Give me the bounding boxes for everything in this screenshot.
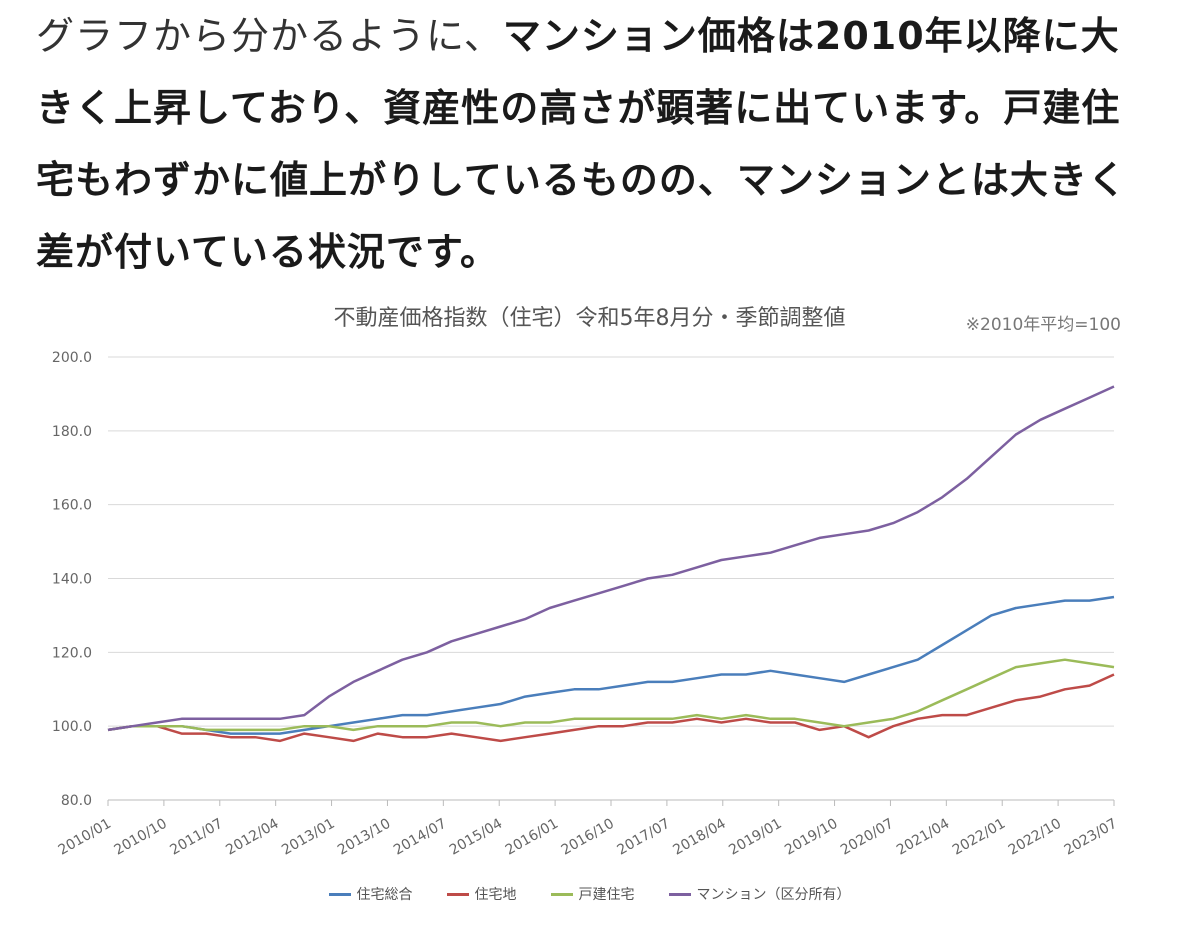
x-tick-label: 2019/01 <box>726 816 784 859</box>
y-tick-label: 120.0 <box>52 645 92 661</box>
x-tick-label: 2015/04 <box>447 816 505 859</box>
y-tick-label: 80.0 <box>61 793 92 809</box>
x-tick-label: 2023/07 <box>1062 816 1120 859</box>
y-tick-label: 140.0 <box>52 572 92 588</box>
legend-label: マンション（区分所有） <box>696 887 851 903</box>
series-line-2 <box>107 658 1115 732</box>
chart-title: 不動産価格指数（住宅）令和5年8月分・季節調整値 <box>333 306 846 331</box>
article-lead-text: グラフから分かるように、 <box>36 14 503 58</box>
legend-label: 住宅総合 <box>356 887 413 903</box>
x-tick-label: 2010/01 <box>56 816 114 859</box>
x-tick-label: 2010/10 <box>112 816 170 859</box>
series-line-3 <box>107 385 1115 732</box>
x-tick-label: 2013/10 <box>335 816 393 859</box>
legend-swatch <box>668 892 691 896</box>
x-tick-label: 2021/04 <box>894 816 952 859</box>
x-tick-label: 2019/10 <box>782 816 840 859</box>
article-paragraph: グラフから分かるように、マンション価格は2010年以降に大きく上昇しており、資産… <box>36 0 1146 288</box>
x-tick-label: 2018/04 <box>670 816 728 859</box>
chart-note: ※2010年平均=100 <box>965 315 1121 335</box>
legend-label: 戸建住宅 <box>578 887 635 903</box>
x-tick-label: 2022/10 <box>1006 816 1064 859</box>
legend-label: 住宅地 <box>474 887 517 903</box>
y-tick-label: 100.0 <box>52 719 92 735</box>
x-tick-label: 2022/01 <box>950 816 1008 859</box>
x-tick-label: 2017/07 <box>615 816 673 859</box>
x-tick-label: 2012/04 <box>223 816 281 859</box>
x-tick-label: 2016/10 <box>559 816 617 859</box>
legend-item-0: 住宅総合 <box>328 884 413 904</box>
y-tick-label: 160.0 <box>52 498 92 514</box>
x-tick-label: 2011/07 <box>167 816 225 859</box>
series-line-0 <box>107 595 1115 735</box>
x-tick-label: 2016/01 <box>503 816 561 859</box>
legend-swatch <box>328 892 351 896</box>
legend-item-1: 住宅地 <box>446 884 517 904</box>
article-emphasis-text: マンション価格は2010年以降に大きく上昇しており、資産性の高さが顕著に出ていま… <box>36 14 1127 274</box>
y-tick-label: 200.0 <box>52 350 92 366</box>
chart-legend: 住宅総合 住宅地 戸建住宅 マンション（区分所有） <box>0 884 1179 904</box>
x-tick-label: 2013/01 <box>279 816 337 859</box>
y-tick-label: 180.0 <box>52 424 92 440</box>
series-line-1 <box>107 673 1115 743</box>
legend-item-3: マンション（区分所有） <box>668 884 851 904</box>
legend-swatch <box>550 892 573 896</box>
legend-item-2: 戸建住宅 <box>550 884 635 904</box>
legend-swatch <box>446 892 469 896</box>
x-tick-label: 2014/07 <box>391 816 449 859</box>
x-tick-label: 2020/07 <box>838 816 896 859</box>
line-chart: 200.0 180.0 160.0 140.0 120.0 100.0 80.0 2010/0… <box>52 350 1120 859</box>
